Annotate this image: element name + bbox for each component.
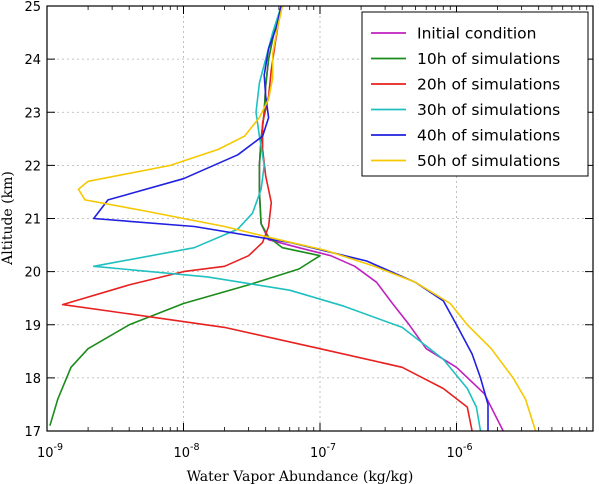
y-tick-label: 24 xyxy=(24,53,41,68)
y-tick-label: 19 xyxy=(24,319,41,334)
y-tick-label: 22 xyxy=(24,159,41,174)
legend-box xyxy=(361,11,589,177)
x-tick-base: 10 xyxy=(37,446,54,461)
y-tick-label: 25 xyxy=(24,0,41,15)
x-tick-exponent: -9 xyxy=(54,442,63,453)
series-line-2 xyxy=(49,6,321,426)
legend-label: 40h of simulations xyxy=(417,127,560,145)
x-tick-exponent: -6 xyxy=(463,442,472,453)
x-tick-label: 10-9 xyxy=(37,442,63,461)
series-line-5 xyxy=(92,6,489,431)
series-line-6 xyxy=(77,6,537,431)
x-axis-label: Water Vapor Abundance (kg/kg) xyxy=(187,469,414,484)
x-tick-labels: 10-9 10-8 10-7 10-6 xyxy=(37,442,473,461)
x-tick-label: 10-7 xyxy=(310,442,336,461)
x-tick-exponent: -7 xyxy=(327,442,336,453)
legend-label: Initial condition xyxy=(417,25,536,43)
series-line-4 xyxy=(92,6,482,431)
y-axis-label: Altitude (km) xyxy=(0,171,16,266)
series-lines xyxy=(49,6,537,431)
x-tick-label: 10-8 xyxy=(173,442,199,461)
y-tick-label: 23 xyxy=(24,106,41,121)
y-tick-label: 20 xyxy=(24,266,41,281)
y-tick-label: 17 xyxy=(24,425,41,440)
legend-label: 20h of simulations xyxy=(417,76,560,94)
x-tick-label: 10-6 xyxy=(446,442,472,461)
x-tick-base: 10 xyxy=(310,446,327,461)
y-tick-labels: 17 18 19 20 21 22 23 24 25 xyxy=(24,0,41,440)
series-line-3 xyxy=(61,6,473,431)
y-tick-label: 21 xyxy=(24,213,41,228)
x-tick-base: 10 xyxy=(446,446,463,461)
x-tick-exponent: -8 xyxy=(190,442,199,453)
y-tick-label: 18 xyxy=(24,372,41,387)
legend-label: 30h of simulations xyxy=(417,101,560,119)
axis-ticks xyxy=(46,5,593,432)
legend-label: 10h of simulations xyxy=(417,50,560,68)
legend-label: 50h of simulations xyxy=(417,152,560,170)
legend: Initial condition 10h of simulations 20h o… xyxy=(361,11,589,177)
x-tick-base: 10 xyxy=(173,446,190,461)
